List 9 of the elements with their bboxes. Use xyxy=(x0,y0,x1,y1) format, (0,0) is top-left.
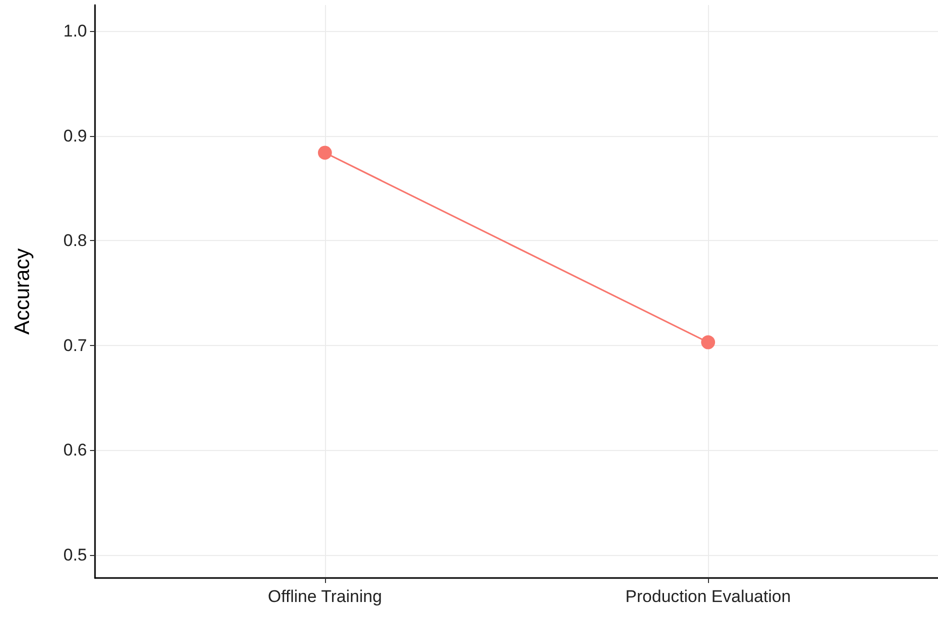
x-tick-label: Production Evaluation xyxy=(625,587,791,606)
y-tick-label: 0.5 xyxy=(63,545,87,564)
y-tick-label: 0.7 xyxy=(63,336,87,355)
y-tick-label: 1.0 xyxy=(63,22,87,41)
y-tick-label: 0.6 xyxy=(63,440,87,460)
y-tick-label: 0.8 xyxy=(63,231,87,250)
y-axis-title: Accuracy xyxy=(11,248,34,335)
x-tick-label: Offline Training xyxy=(268,587,382,606)
y-tick-label: 0.9 xyxy=(63,126,87,146)
